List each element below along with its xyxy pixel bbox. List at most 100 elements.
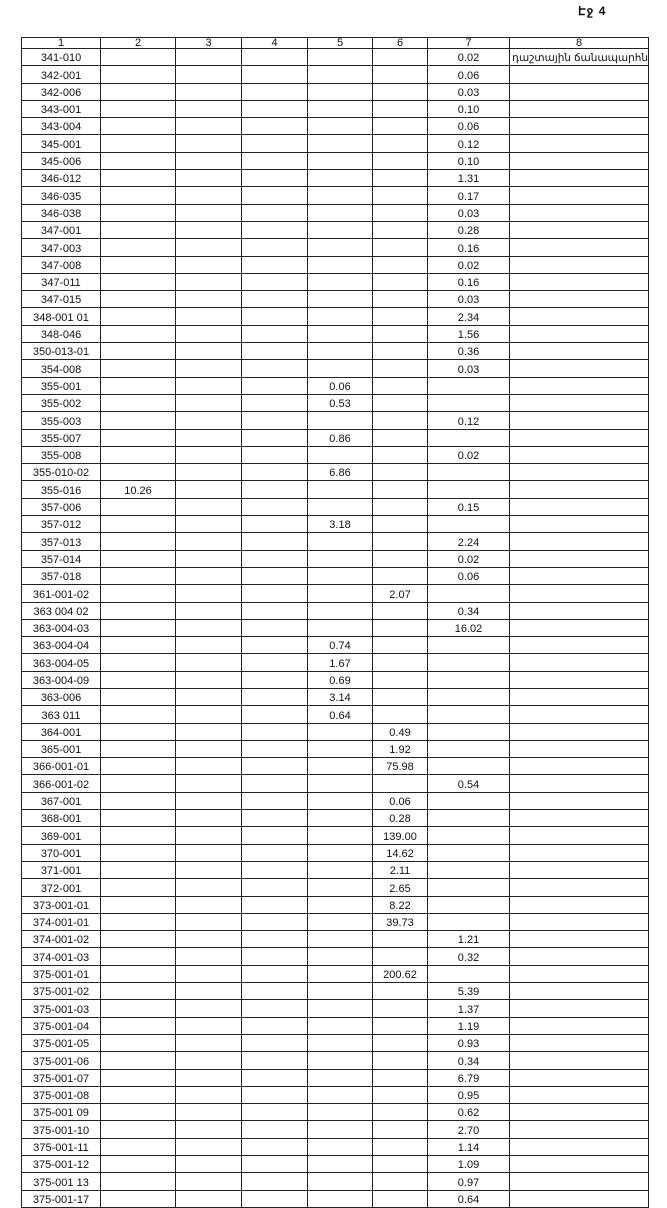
table-cell-col-8 [508,601,650,620]
table-cell-col-8 [508,809,650,828]
parcel-code-cell: 372-001 [21,878,101,897]
table-cell-col-8 [508,791,650,811]
table-cell-col-5 [307,47,373,67]
table-cell-col-7: 0.03 [427,203,510,222]
table-cell-col-6: 200.62 [372,964,428,984]
table-cell-col-4 [241,1016,308,1035]
table-cell-col-8 [508,1051,650,1070]
table-cell-col-3 [175,82,242,101]
parcel-code-cell: 363-004-09 [21,670,101,689]
table-cell-col-2 [100,774,176,793]
table-cell-col-3 [175,549,242,568]
table-cell-col-2 [100,1172,176,1191]
table-cell-col-7 [427,687,510,707]
table-cell-col-7 [427,964,510,984]
table-cell-col-6 [372,203,428,222]
table-cell-col-3 [175,393,242,413]
table-row: 371-001 2.11 [21,860,650,880]
table-cell-col-5 [307,549,373,568]
table-cell-col-2 [100,618,176,638]
table-cell-col-5 [307,809,373,828]
table-cell-col-7 [427,826,510,845]
table-cell-col-4 [241,324,308,344]
table-cell-col-3 [175,307,242,326]
table-cell-col-6: 14.62 [372,843,428,862]
parcel-code-cell: 363-004-05 [21,653,101,672]
table-cell-col-7: 1.56 [427,324,510,344]
table-cell-col-3 [175,47,242,67]
table-cell-col-8 [508,169,650,188]
column-header-5: 5 [307,37,373,49]
table-cell-col-2 [100,636,176,655]
table-cell-col-2 [100,1103,176,1122]
table-cell-col-2 [100,860,176,880]
table-cell-col-5 [307,99,373,119]
table-cell-col-4 [241,705,308,724]
parcel-code-cell: 374-001-02 [21,930,101,949]
table-cell-col-3 [175,878,242,897]
table-cell-col-3 [175,566,242,586]
table-cell-col-2 [100,272,176,292]
table-cell-col-3 [175,722,242,741]
table-cell-col-4 [241,47,308,67]
table-cell-col-2 [100,82,176,101]
table-cell-col-4 [241,1103,308,1122]
table-cell-col-3 [175,895,242,914]
table-cell-col-7: 0.97 [427,1172,510,1191]
table-cell-col-3 [175,843,242,862]
table-cell-col-7: 0.03 [427,290,510,309]
table-cell-col-8 [508,238,650,257]
table-cell-col-8 [508,82,650,101]
parcel-code-cell: 375-001-06 [21,1051,101,1070]
table-cell-col-2 [100,65,176,84]
table-cell-col-4 [241,151,308,171]
table-cell-col-7 [427,393,510,413]
table-cell-col-5 [307,860,373,880]
table-cell-col-4 [241,428,308,447]
table-cell-col-8 [508,999,650,1018]
table-cell-col-4 [241,1137,308,1157]
table-cell-col-6 [372,1051,428,1070]
table-cell-col-8 [508,151,650,171]
table-cell-col-5 [307,964,373,984]
table-cell-col-6 [372,1103,428,1122]
table-cell-col-8 [508,307,650,326]
table-cell-col-3 [175,1033,242,1053]
table-row: 374-001-03 0.32 [21,947,650,966]
table-cell-col-5 [307,1172,373,1191]
table-cell-col-8 [508,359,650,378]
table-cell-col-2 [100,497,176,517]
table-cell-col-3 [175,238,242,257]
table-row: 341-010 0.02 դաշտային ճանապարհն [21,47,650,67]
table-cell-col-4 [241,532,308,551]
table-cell-col-5 [307,272,373,292]
table-cell-col-2 [100,809,176,828]
table-row: 348-001 01 2.34 [21,307,650,326]
table-cell-col-5: 0.74 [307,636,373,655]
parcel-code-cell: 375-001 13 [21,1172,101,1191]
table-cell-col-2 [100,895,176,914]
table-cell-col-3 [175,601,242,620]
table-cell-col-5 [307,912,373,932]
table-cell-col-6 [372,376,428,395]
table-cell-col-8 [508,705,650,724]
table-cell-col-6 [372,238,428,257]
table-cell-col-3 [175,255,242,274]
table-cell-col-5: 0.64 [307,705,373,724]
table-cell-col-8 [508,982,650,1001]
table-cell-col-7 [427,739,510,759]
table-cell-col-8 [508,1016,650,1035]
parcel-code-cell: 371-001 [21,860,101,880]
table-cell-col-2 [100,151,176,171]
table-cell-col-8 [508,220,650,240]
table-cell-col-6 [372,1085,428,1105]
table-row: 363-004-05 1.67 [21,653,650,672]
table-cell-col-4 [241,342,308,361]
table-cell-col-7 [427,860,510,880]
table-cell-col-4 [241,1068,308,1087]
table-cell-col-2 [100,549,176,568]
table-cell-col-4 [241,843,308,862]
table-cell-col-3 [175,584,242,603]
table-cell-col-3 [175,359,242,378]
table-cell-col-3 [175,982,242,1001]
